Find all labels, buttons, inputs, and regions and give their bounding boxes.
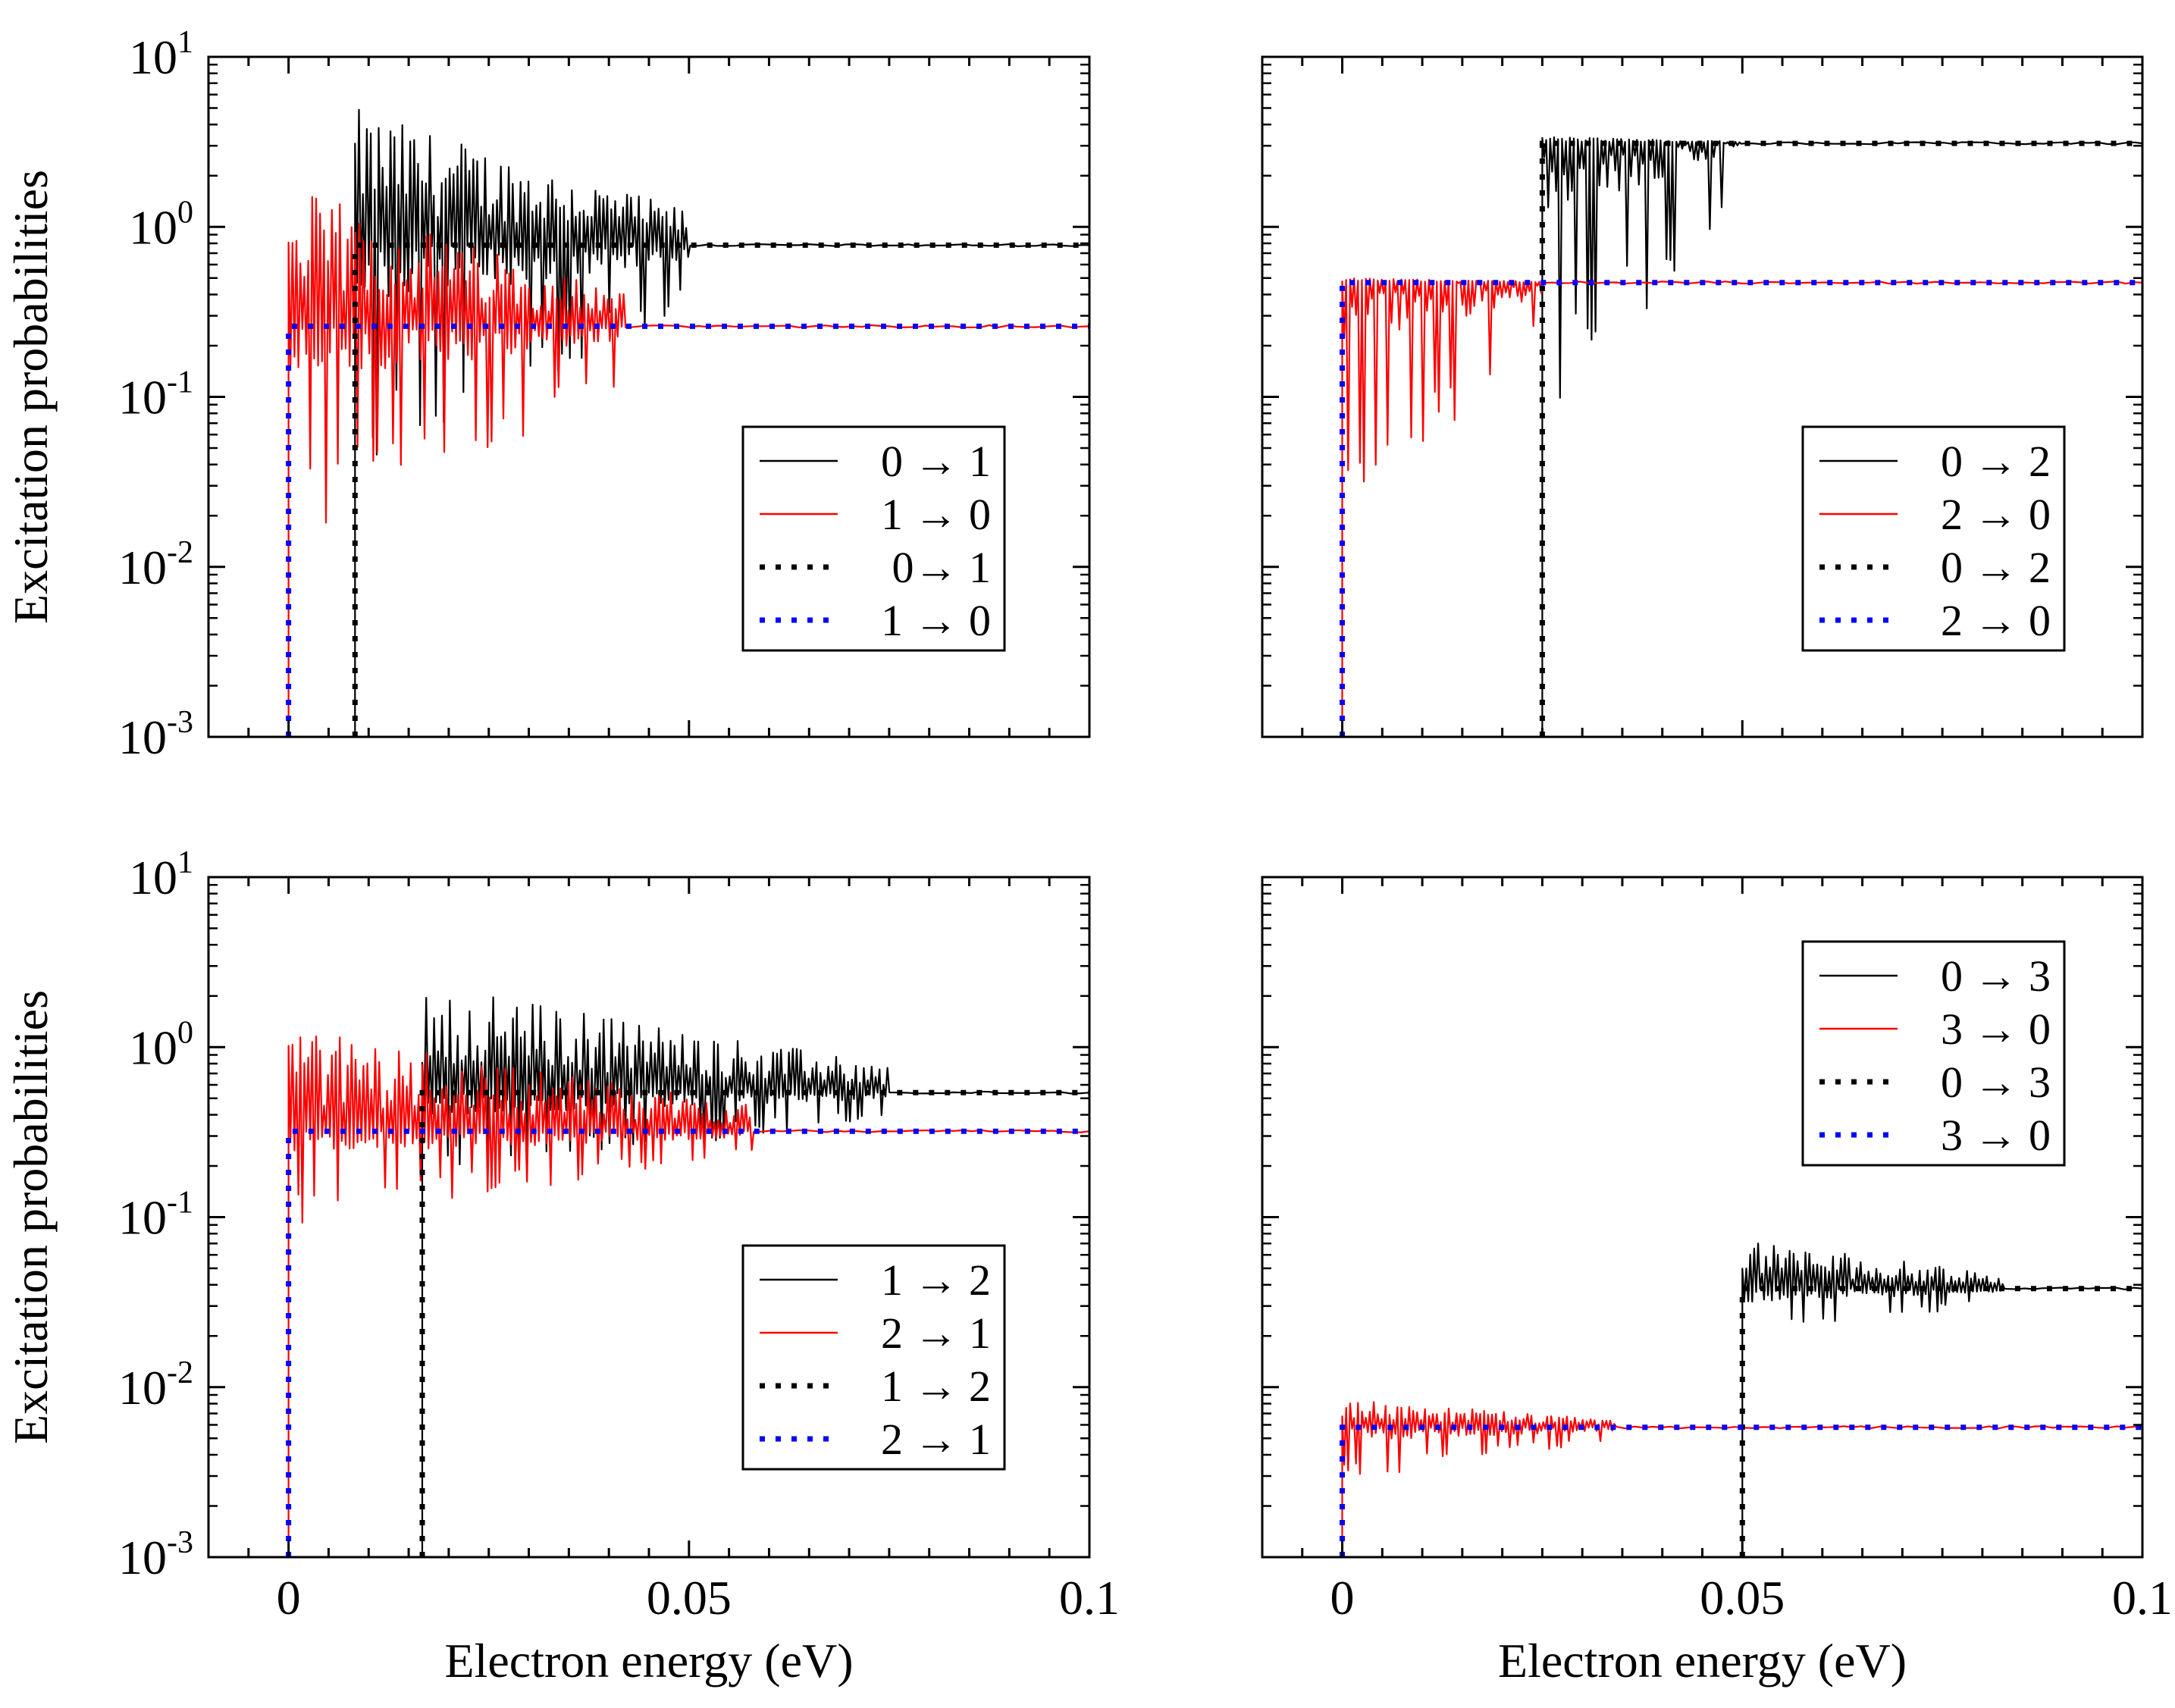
legend: 1 → 22 → 11 → 22 → 1 xyxy=(741,1244,1006,1471)
plot-area xyxy=(286,996,1089,1557)
panel-top-left: 10-3 10-2 10-1 100 101 Excitation probabiliti… xyxy=(4,25,1091,764)
y-tick-label: 101 xyxy=(129,25,193,84)
x-tick-label: 0.1 xyxy=(1059,1571,1120,1625)
legend-label: 2 → 1 xyxy=(881,1308,991,1358)
legend-label: 0 → 2 xyxy=(1941,437,2051,486)
y-tick-label: 10-1 xyxy=(118,1186,193,1245)
series-0-line xyxy=(421,996,1089,1557)
legend-box xyxy=(741,425,1006,652)
x-tick-label: 0.05 xyxy=(647,1571,732,1625)
plot-area xyxy=(1340,136,2142,737)
legend-label: 0 → 3 xyxy=(1941,951,2051,1001)
y-tick-label: 101 xyxy=(129,845,193,904)
legend-label: 2 → 0 xyxy=(1941,596,2051,645)
legend-label: 0 → 3 xyxy=(1941,1058,2051,1107)
panel-top-right: 0 → 22 → 00 → 22 → 0 xyxy=(1261,55,2144,738)
legend-label: 1 → 2 xyxy=(881,1255,991,1305)
series-1-line xyxy=(287,196,1089,737)
series-2-dotted xyxy=(1739,1286,2142,1557)
series-0-line xyxy=(354,108,1089,737)
y-tick-label: 10-2 xyxy=(118,1355,193,1415)
series-2-dotted xyxy=(352,242,1089,737)
y-tick-label: 100 xyxy=(129,195,193,254)
x-axis-title: Electron energy (eV) xyxy=(1498,1634,1907,1688)
x-tick-label: 0.1 xyxy=(2112,1571,2173,1625)
series-0-line xyxy=(1741,1243,2142,1557)
x-tick-label: 0 xyxy=(1330,1571,1355,1625)
legend-box xyxy=(1801,425,2066,652)
legend-label: 1 → 2 xyxy=(881,1362,991,1411)
legend-label: 3 → 0 xyxy=(1941,1004,2051,1054)
legend-label: 1 → 0 xyxy=(881,490,991,539)
legend-label: 2 → 1 xyxy=(881,1415,991,1464)
series-1-line xyxy=(287,1036,1089,1557)
series-1-line xyxy=(1341,277,2142,737)
legend-box xyxy=(1801,940,2066,1167)
x-tick-label: 0 xyxy=(277,1571,301,1625)
y-tick-label: 10-3 xyxy=(118,705,193,764)
legend: 0 → 11 → 00→ 11 → 0 xyxy=(741,425,1006,652)
x-tick-label: 0.05 xyxy=(1700,1571,1785,1625)
legend: 0 → 22 → 00 → 22 → 0 xyxy=(1801,425,2066,652)
series-3-dotted xyxy=(1340,280,2142,737)
y-tick-label: 10-1 xyxy=(118,365,193,425)
panel-bottom-left: 0 0.05 0.1 10-3 10-2 10-1 100 101 Excitation pro… xyxy=(4,845,1120,1688)
series-2-dotted xyxy=(419,1089,1089,1557)
series-1-line xyxy=(1341,1401,2142,1557)
legend-label: 2 → 0 xyxy=(1941,490,2051,539)
series-2-dotted xyxy=(1539,140,2142,737)
legend-label: 3 → 0 xyxy=(1941,1111,2051,1160)
legend: 0 → 33 → 00 → 33 → 0 xyxy=(1801,940,2066,1167)
plot-area xyxy=(1340,1243,2142,1557)
y-tick-label: 10-3 xyxy=(118,1525,193,1584)
legend-label: 0 → 2 xyxy=(1941,543,2051,592)
legend-label: 0→ 1 xyxy=(892,543,992,592)
series-3-dotted xyxy=(286,1128,1089,1557)
series-3-dotted xyxy=(1340,1424,2142,1557)
y-axis-title: Excitation probabilities xyxy=(4,170,58,624)
plot-area xyxy=(286,108,1089,737)
legend-label: 0 → 1 xyxy=(881,437,991,486)
y-tick-label: 10-2 xyxy=(118,535,193,594)
series-3-dotted xyxy=(286,323,1089,737)
legend-label: 1 → 0 xyxy=(881,596,991,645)
legend-box xyxy=(741,1244,1006,1471)
x-axis-title: Electron energy (eV) xyxy=(445,1634,854,1688)
y-axis-title: Excitation probabilities xyxy=(4,990,58,1444)
y-tick-label: 100 xyxy=(129,1015,193,1074)
